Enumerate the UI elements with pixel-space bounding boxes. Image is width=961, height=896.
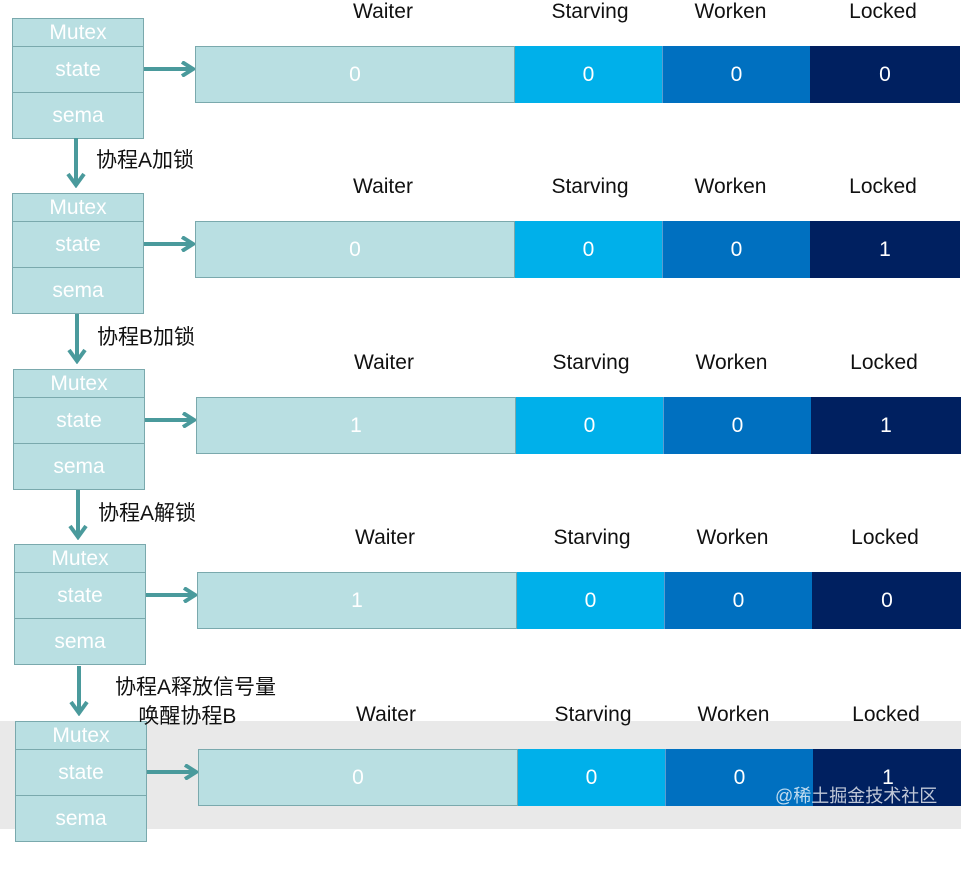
bit-waiter: 0 [195, 46, 515, 103]
bit-starving: 0 [515, 221, 662, 278]
column-label-waiter: Waiter [353, 0, 413, 23]
bit-starving: 0 [516, 397, 663, 454]
mutex-struct: Mutex state sema [14, 544, 146, 665]
right-arrow-icon [146, 587, 198, 603]
column-label-worken: Worken [694, 0, 767, 23]
bit-starving: 0 [517, 572, 664, 629]
column-label-waiter: Waiter [356, 703, 416, 726]
step-label: 协程A解锁 [98, 502, 197, 525]
field-state: state [13, 221, 143, 267]
down-arrow-icon [68, 490, 88, 540]
mutex-struct: Mutex state sema [15, 721, 147, 842]
column-label-worken: Worken [694, 175, 767, 198]
bit-starving: 0 [518, 749, 665, 806]
bit-waiter: 0 [195, 221, 515, 278]
bit-locked: 0 [810, 46, 960, 103]
column-label-locked: Locked [851, 526, 919, 549]
right-arrow-icon [147, 764, 199, 780]
field-state: state [14, 397, 144, 443]
field-sema: sema [13, 267, 143, 313]
column-label-starving: Starving [552, 351, 630, 374]
right-arrow-icon [144, 236, 196, 252]
mutex-title: Mutex [51, 547, 109, 570]
bit-locked: 1 [811, 397, 961, 454]
bit-starving: 0 [515, 46, 662, 103]
down-arrow-icon [67, 314, 87, 364]
field-state: state [15, 572, 145, 618]
field-state: state [16, 749, 146, 795]
column-label-worken: Worken [696, 526, 769, 549]
column-label-starving: Starving [551, 0, 629, 23]
mutex-struct: Mutex state sema [12, 18, 144, 139]
column-label-locked: Locked [849, 175, 917, 198]
stage-3: Mutex state sema Waiter Starving Worken Loc… [1, 351, 961, 544]
column-label-starving: Starving [553, 526, 631, 549]
bit-worken: 0 [665, 749, 813, 806]
step-label: 协程A加锁 [96, 149, 195, 172]
bit-worken: 0 [664, 572, 812, 629]
field-sema: sema [16, 795, 146, 841]
column-label-worken: Worken [695, 351, 768, 374]
column-label-locked: Locked [849, 0, 917, 23]
bit-waiter: 1 [197, 572, 517, 629]
right-arrow-icon [145, 412, 197, 428]
mutex-title: Mutex [50, 372, 108, 395]
mutex-struct: Mutex state sema [13, 369, 145, 490]
step-label: 协程A释放信号量 唤醒协程B [115, 676, 277, 728]
bit-waiter: 0 [198, 749, 518, 806]
bit-worken: 0 [663, 397, 811, 454]
field-sema: sema [15, 618, 145, 664]
column-label-waiter: Waiter [355, 526, 415, 549]
mutex-struct: Mutex state sema [12, 193, 144, 314]
bit-waiter: 1 [196, 397, 516, 454]
mutex-title: Mutex [52, 724, 110, 747]
bit-locked: 1 [810, 221, 960, 278]
column-label-starving: Starving [554, 703, 632, 726]
stage-5: Mutex state sema Waiter Starving Worken Loc… [3, 703, 961, 896]
right-arrow-icon [144, 61, 196, 77]
mutex-title: Mutex [49, 196, 107, 219]
column-label-waiter: Waiter [354, 351, 414, 374]
stage-1: Mutex state sema Waiter Starving Worken Loc… [0, 0, 961, 193]
field-sema: sema [13, 92, 143, 138]
down-arrow-icon [66, 138, 86, 188]
column-label-worken: Worken [697, 703, 770, 726]
column-label-waiter: Waiter [353, 175, 413, 198]
stage-2: Mutex state sema Waiter Starving Worken Loc… [0, 175, 961, 368]
field-state: state [13, 46, 143, 92]
watermark: @稀土掘金技术社区 [775, 786, 938, 806]
bit-locked: 0 [812, 572, 961, 629]
bit-locked: 1 [813, 749, 961, 806]
column-label-locked: Locked [852, 703, 920, 726]
stage-4: Mutex state sema Waiter Starving Worken Loc… [2, 526, 961, 719]
column-label-starving: Starving [551, 175, 629, 198]
step-label: 协程B加锁 [97, 326, 196, 349]
down-arrow-icon [69, 666, 89, 716]
bit-worken: 0 [662, 46, 810, 103]
field-sema: sema [14, 443, 144, 489]
column-label-locked: Locked [850, 351, 918, 374]
bit-worken: 0 [662, 221, 810, 278]
mutex-title: Mutex [49, 21, 107, 44]
